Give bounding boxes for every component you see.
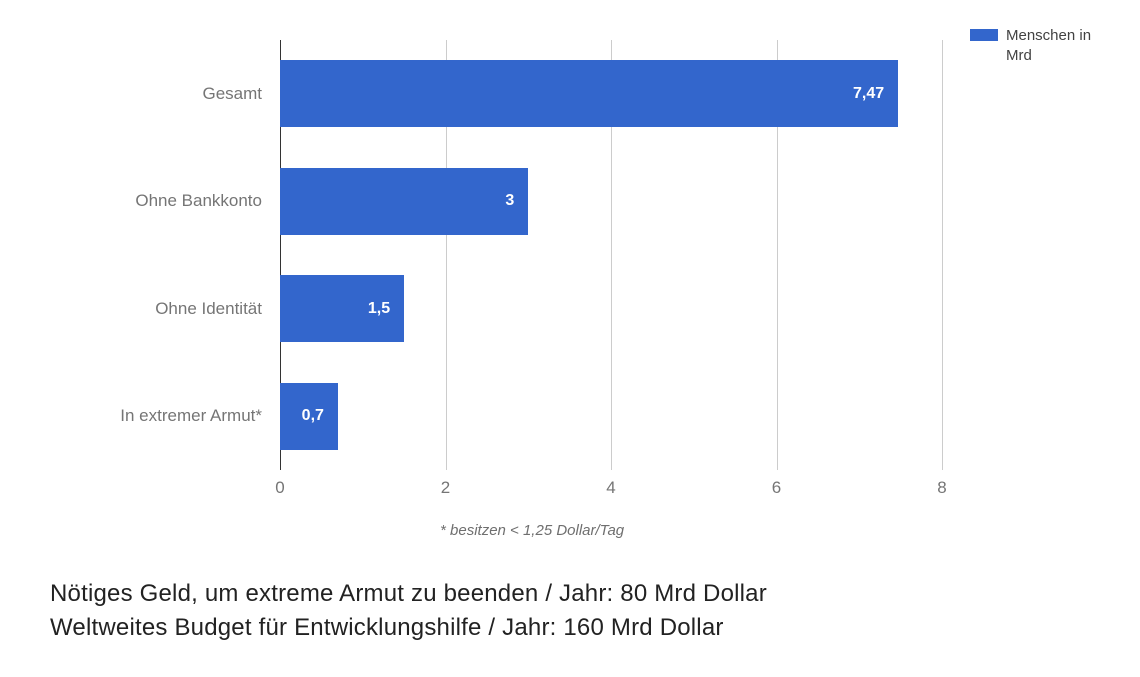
bar-fill (280, 168, 528, 235)
y-category-label: Ohne Bankkonto (0, 191, 262, 211)
x-tick-label: 2 (441, 478, 450, 498)
bar-value-label: 7,47 (853, 85, 884, 103)
y-category-label: Gesamt (0, 84, 262, 104)
chart-container: 7,47 3 1,5 0,7 0 2 4 6 8 Gesamt Ohne Bankkonto Oh… (0, 0, 1140, 677)
x-tick-label: 8 (937, 478, 946, 498)
x-tick-label: 4 (606, 478, 615, 498)
legend: Menschen in Mrd (970, 26, 1116, 65)
caption-line-1: Nötiges Geld, um extreme Armut zu beende… (50, 580, 767, 608)
bar: 3 (280, 168, 528, 235)
bar-value-label: 1,5 (368, 300, 390, 318)
gridline (942, 40, 943, 470)
bar-value-label: 3 (505, 192, 514, 210)
y-category-label: In extremer Armut* (0, 406, 262, 426)
bar: 7,47 (280, 60, 898, 127)
bar: 1,5 (280, 275, 404, 342)
bar-fill (280, 60, 898, 127)
plot-area: 7,47 3 1,5 0,7 (280, 40, 942, 470)
legend-swatch (970, 29, 998, 41)
bar-value-label: 0,7 (302, 407, 324, 425)
x-tick-label: 0 (275, 478, 284, 498)
x-tick-label: 6 (772, 478, 781, 498)
footnote: * besitzen < 1,25 Dollar/Tag (440, 522, 624, 539)
caption-line-2: Weltweites Budget für Entwicklungshilfe … (50, 614, 724, 642)
bar: 0,7 (280, 383, 338, 450)
legend-label: Menschen in Mrd (1006, 26, 1116, 65)
y-category-label: Ohne Identität (0, 299, 262, 319)
